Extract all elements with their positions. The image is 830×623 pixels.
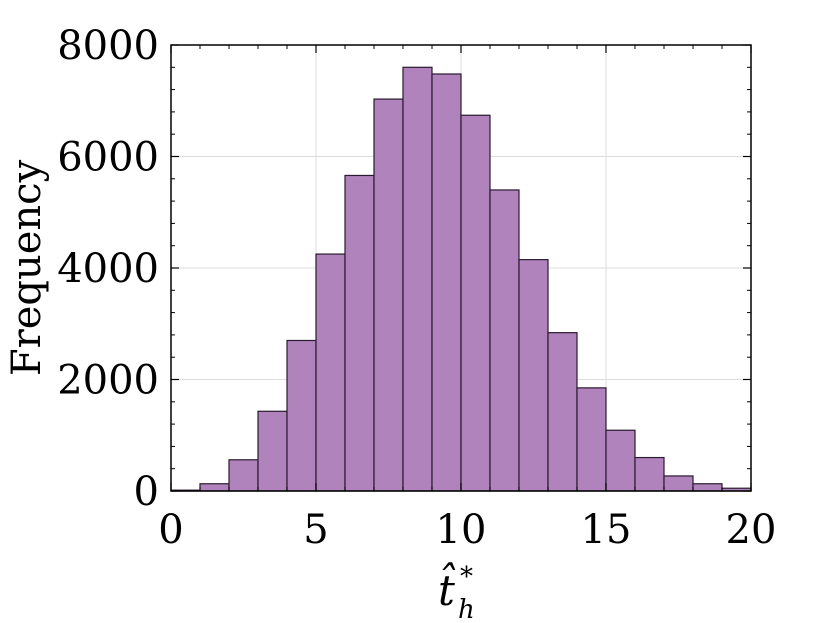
histogram-bar	[431, 73, 462, 492]
histogram-bar	[547, 332, 578, 492]
y-tick-label: 8000	[57, 23, 159, 69]
histogram-bar	[576, 387, 607, 492]
histogram-bar	[489, 189, 520, 492]
x-tick-label: 5	[303, 507, 328, 553]
y-tick-label: 0	[134, 469, 159, 515]
y-tick-label: 6000	[57, 135, 159, 181]
x-axis-label-subscript: h	[458, 595, 475, 623]
histogram-bar	[634, 456, 665, 492]
histogram-bar	[257, 410, 288, 492]
x-tick-label: 10	[436, 507, 487, 553]
histogram-bar	[228, 459, 259, 492]
x-tick-label: 15	[581, 507, 632, 553]
x-tick-label: 0	[158, 507, 183, 553]
y-axis-label: Frequency	[4, 159, 50, 376]
histogram-bar	[199, 483, 230, 492]
axis-ticks	[170, 44, 752, 492]
y-tick-labels: 0 2000 4000 6000 8000	[57, 23, 159, 515]
histogram-bar	[692, 483, 723, 492]
x-tick-label: 20	[726, 507, 777, 553]
histogram-bar	[344, 174, 375, 492]
y-tick-label: 2000	[57, 358, 159, 404]
x-axis-label: t̂ * h	[438, 561, 475, 623]
x-axis-label-base: t̂	[438, 561, 455, 615]
histogram-bar	[518, 259, 549, 492]
x-tick-labels: 0 5 10 15 20	[158, 507, 776, 553]
histogram-bar	[402, 66, 433, 492]
histogram-bar	[286, 339, 317, 492]
histogram-bar	[460, 114, 491, 492]
histogram-bars	[170, 66, 752, 492]
histogram-bar	[663, 475, 694, 492]
x-axis-label-superscript: *	[460, 562, 473, 592]
histogram-bar	[605, 429, 636, 492]
histogram-bar	[373, 98, 404, 492]
histogram-bar	[315, 253, 346, 492]
y-tick-label: 4000	[57, 246, 159, 292]
